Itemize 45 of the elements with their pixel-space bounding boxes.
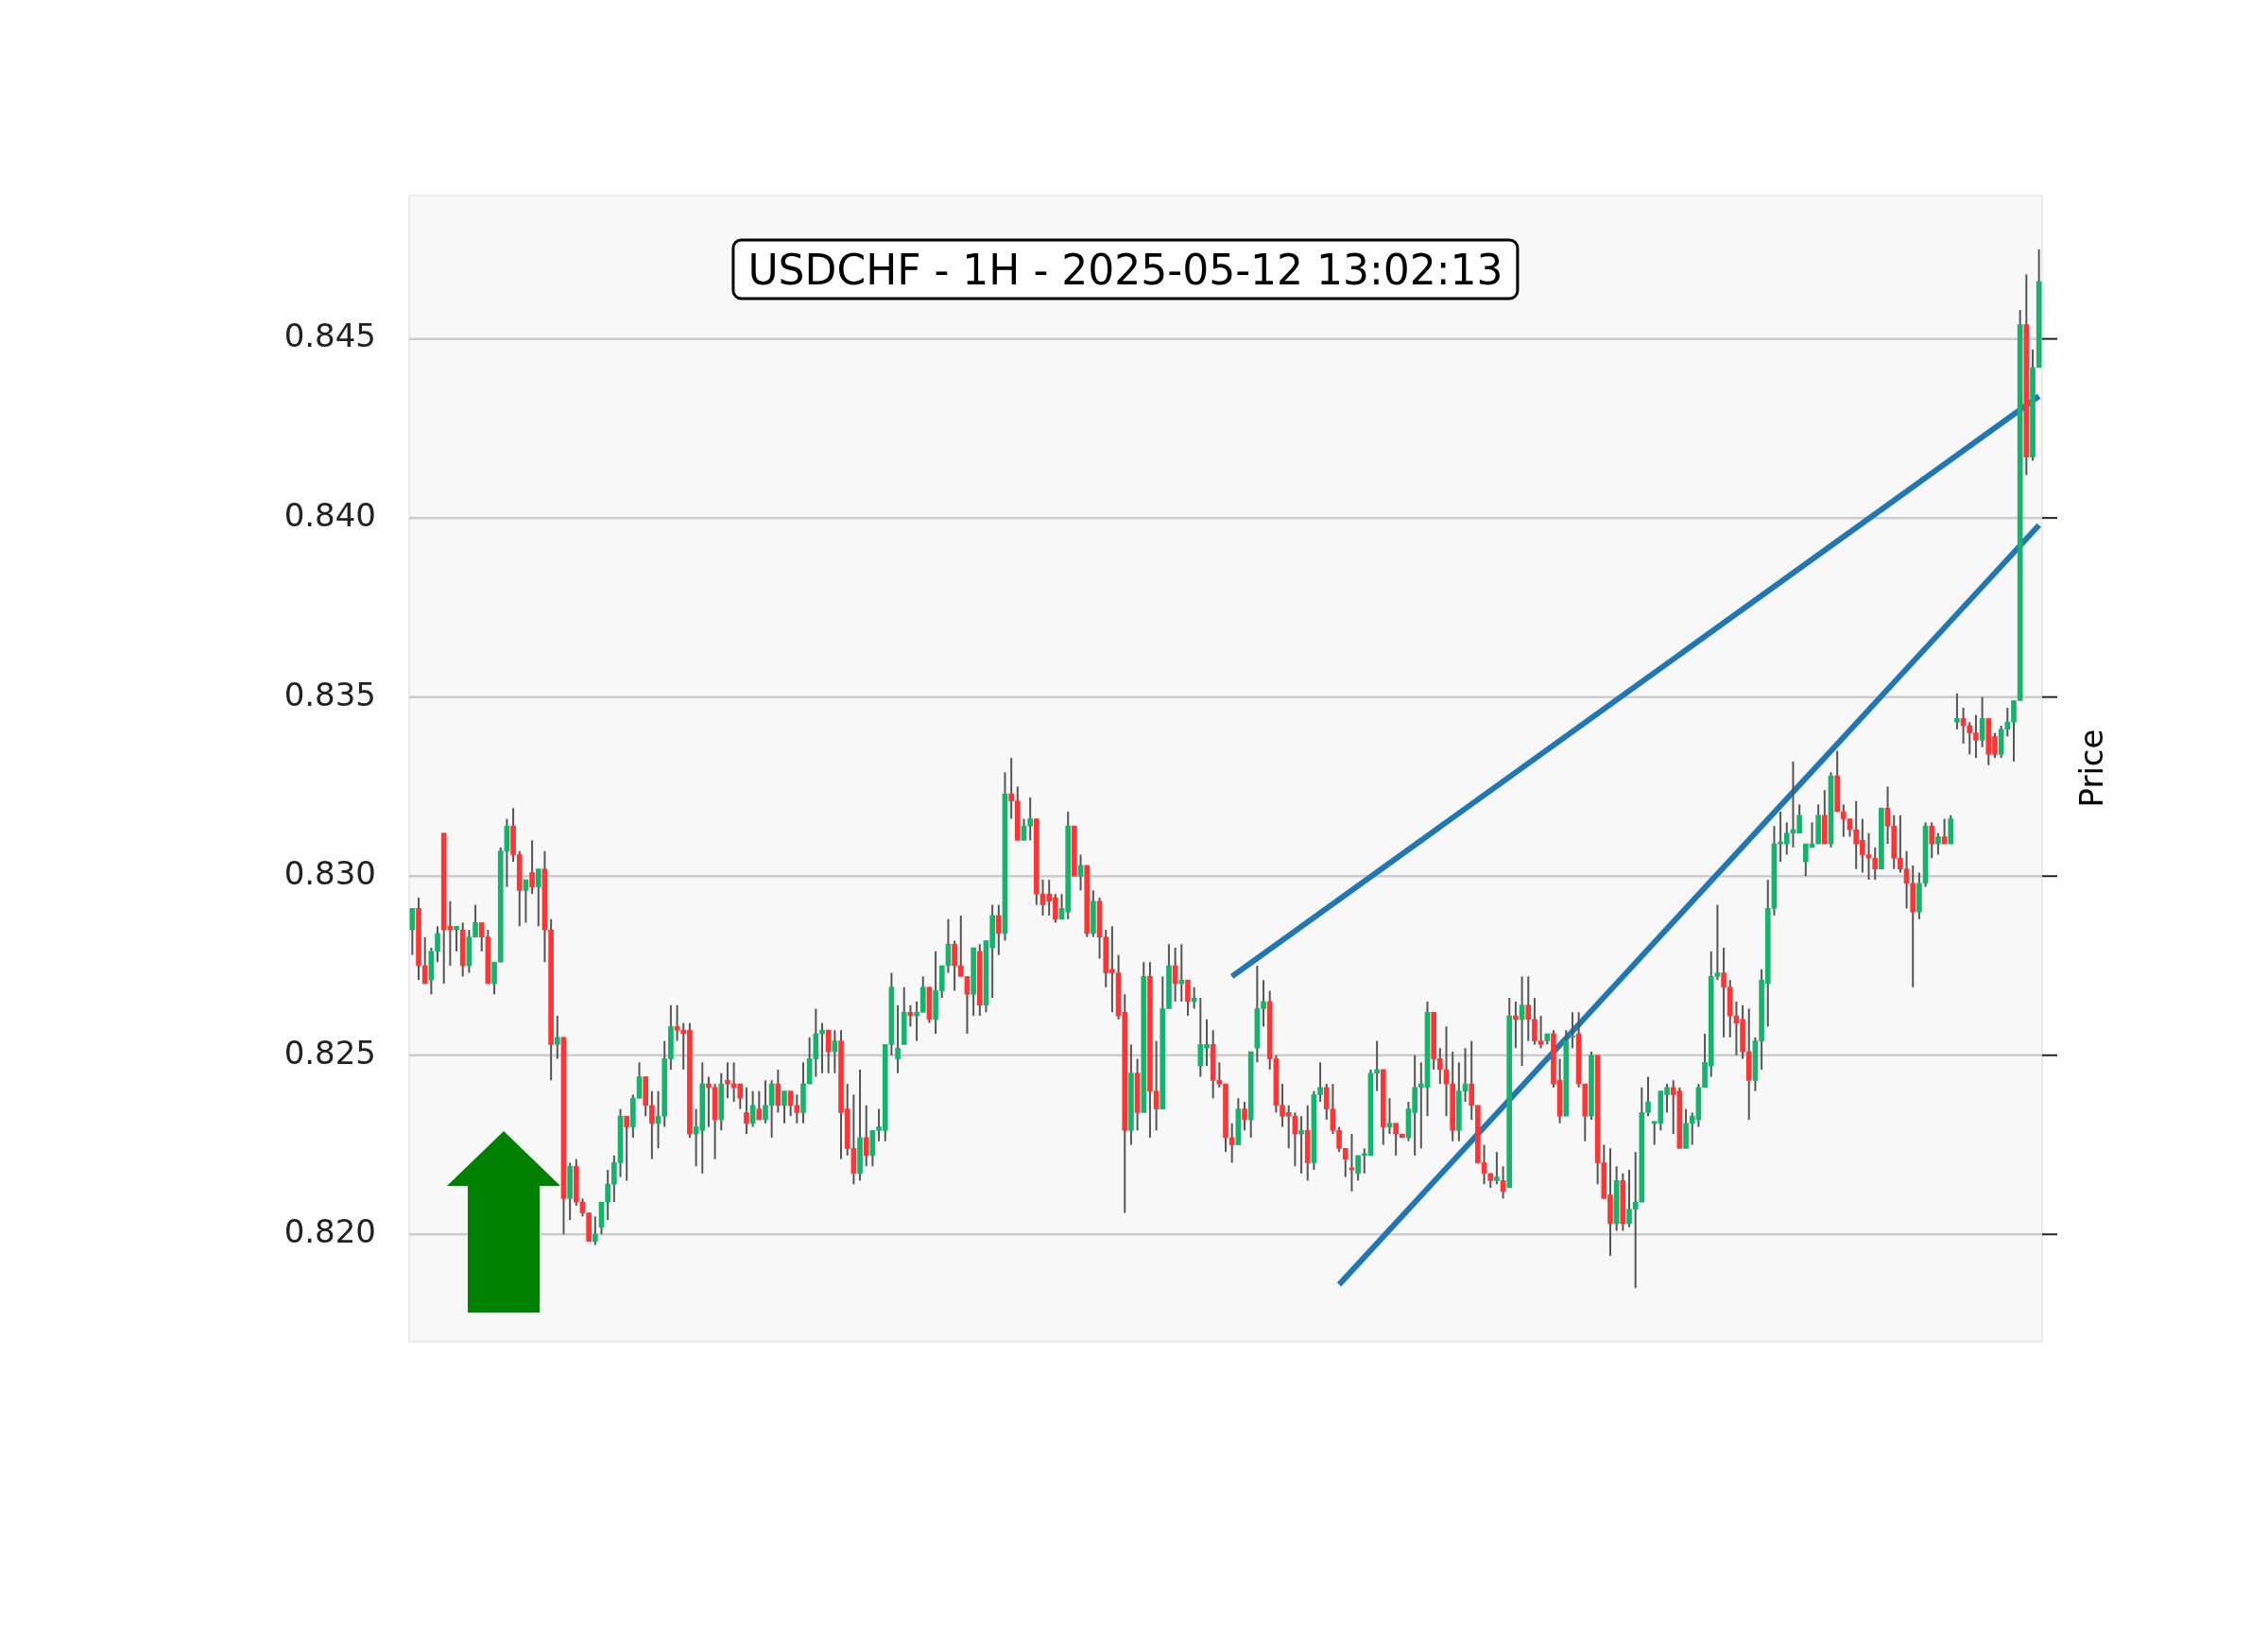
y-axis-title: Price — [2072, 729, 2110, 808]
candlestick — [1242, 1101, 1247, 1132]
candlestick — [1393, 1122, 1399, 1157]
candlestick — [1525, 975, 1532, 1042]
candlestick — [1935, 832, 1941, 856]
candlestick — [1178, 943, 1185, 1003]
candlestick — [775, 1068, 782, 1114]
candlestick — [825, 1029, 832, 1074]
candlestick — [554, 1015, 560, 1060]
candlestick — [1027, 796, 1033, 842]
candlestick — [1570, 1011, 1575, 1050]
candlestick — [756, 1090, 763, 1121]
candlestick — [744, 1086, 749, 1136]
text: USDCHF - 1H - 2025-05-12 13:02:13 — [731, 238, 1520, 300]
candlestick — [624, 1115, 630, 1182]
candlestick — [1494, 1151, 1500, 1186]
y-tick-label: 0.825 — [284, 1033, 376, 1072]
y-tick-label: 0.845 — [284, 317, 376, 355]
candlestick — [1929, 821, 1935, 860]
candlestick — [1185, 979, 1191, 1018]
candlestick — [782, 1090, 787, 1124]
y-tick-label: 0.820 — [284, 1212, 376, 1251]
candlestick — [1513, 1000, 1519, 1050]
candlestick — [895, 1004, 901, 1074]
candlestick — [1979, 695, 1985, 748]
candlestick — [535, 867, 541, 928]
candlestick — [1355, 1154, 1361, 1182]
candlestick — [1228, 1122, 1235, 1164]
candlestick — [529, 839, 535, 896]
y-tick-label: 0.835 — [284, 675, 376, 713]
y-tick-label: 0.830 — [284, 854, 376, 893]
y-tick-label: 0.840 — [284, 495, 376, 534]
candlestick — [995, 903, 1002, 956]
candlestick — [592, 1215, 598, 1246]
candlestick — [1954, 692, 1960, 730]
candlestick — [1386, 1097, 1393, 1136]
candlestick — [952, 939, 957, 992]
candlestick — [454, 925, 459, 952]
candlestick — [725, 1061, 730, 1100]
candlestick — [421, 935, 428, 985]
candlestick — [863, 1104, 869, 1168]
candlestick — [706, 1075, 712, 1128]
candlestick — [1298, 1115, 1304, 1175]
candlestick — [819, 1021, 825, 1074]
candlestick — [749, 1090, 756, 1128]
